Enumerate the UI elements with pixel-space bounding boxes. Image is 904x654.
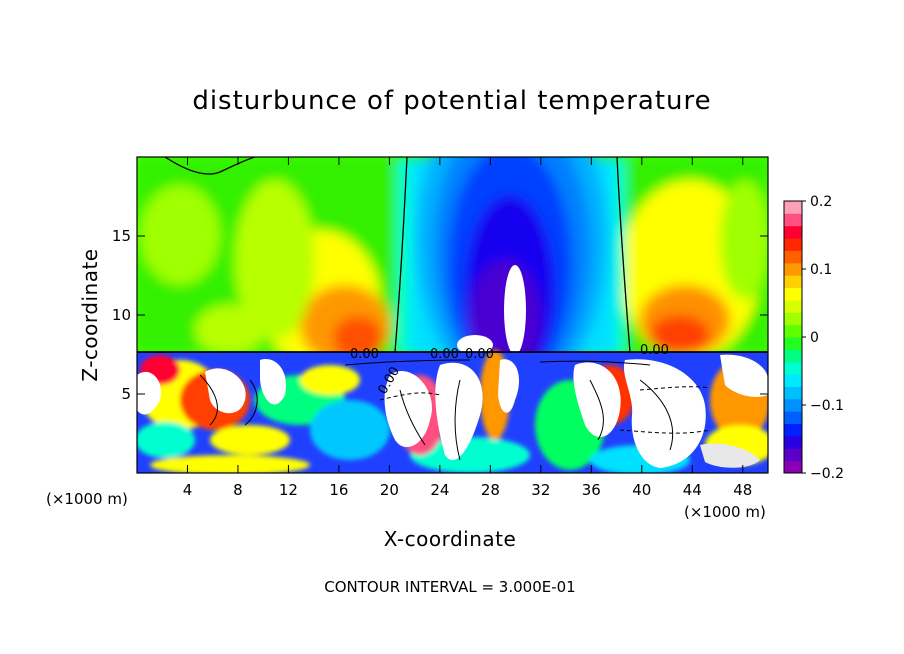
colorbar-segment [784,250,802,264]
y-axis-ticks: 5 10 15 [112,227,768,403]
x-axis-ticks: 4 8 12 16 20 24 28 32 36 40 44 48 [183,157,752,499]
x-tick-label: 40 [632,481,651,499]
colorbar-segment [784,213,802,227]
colorbar-segment [784,324,802,338]
colorbar-segment [784,460,802,474]
x-tick-label: 4 [183,481,193,499]
chart-title: disturbunce of potential temperature [192,86,712,116]
white-patch [457,335,493,355]
colorbar-segment [784,299,802,313]
colorbar-segment [784,312,802,326]
colorbar: 0.2 0.1 0 −0.1 −0.2 [783,194,844,482]
colorbar-segment [784,386,802,400]
x-tick-label: 44 [683,481,702,499]
colorbar-segment [784,435,802,449]
colorbar-tick-label: 0.2 [810,194,832,210]
y-tick-label: 5 [121,385,131,403]
colorbar-segment [784,262,802,276]
heatmap-field [137,157,768,473]
contour-label: 0.00 [465,347,494,362]
contour-label: 0.00 [640,343,669,358]
colorbar-segment [784,275,802,289]
x-tick-label: 32 [531,481,550,499]
contour-interval-note: CONTOUR INTERVAL = 3.000E-01 [324,578,576,596]
zero-contours [137,157,768,353]
colorbar-segment [784,201,802,214]
colorbar-tick-label: −0.1 [810,398,844,414]
colorbar-segment [784,225,802,239]
colorbar-segment [784,337,802,350]
x-tick-label: 16 [329,481,348,499]
x-axis-label: X-coordinate [383,527,517,551]
lower-layer [137,350,768,473]
colorbar-segment [784,361,802,375]
x-tick-label: 48 [733,481,752,499]
x-tick-label: 24 [430,481,449,499]
x-tick-label: 36 [582,481,601,499]
white-core [504,265,526,355]
x-tick-label: 12 [279,481,298,499]
x-unit-left: (×1000 m) [46,490,128,508]
contour-label: 0.00 [430,347,459,362]
colorbar-segment [784,287,802,301]
x-tick-label: 8 [233,481,243,499]
y-axis-label: Z-coordinate [78,248,102,382]
contour-label: 0.00 [350,347,379,362]
colorbar-tick-label: 0 [810,330,819,346]
colorbar-tick-label: −0.2 [810,466,844,482]
colorbar-segment [784,411,802,425]
colorbar-segment [784,423,802,437]
x-tick-label: 20 [380,481,399,499]
y-tick-label: 10 [112,306,131,324]
colorbar-segment [784,398,802,412]
colorbar-segment [784,374,802,387]
x-unit-right: (×1000 m) [684,503,766,521]
colorbar-segment [784,448,802,462]
y-tick-label: 15 [112,227,131,245]
colorbar-segment [784,238,802,251]
x-tick-label: 28 [481,481,500,499]
colorbar-tick-label: 0.1 [810,262,832,278]
colorbar-segment [784,349,802,363]
